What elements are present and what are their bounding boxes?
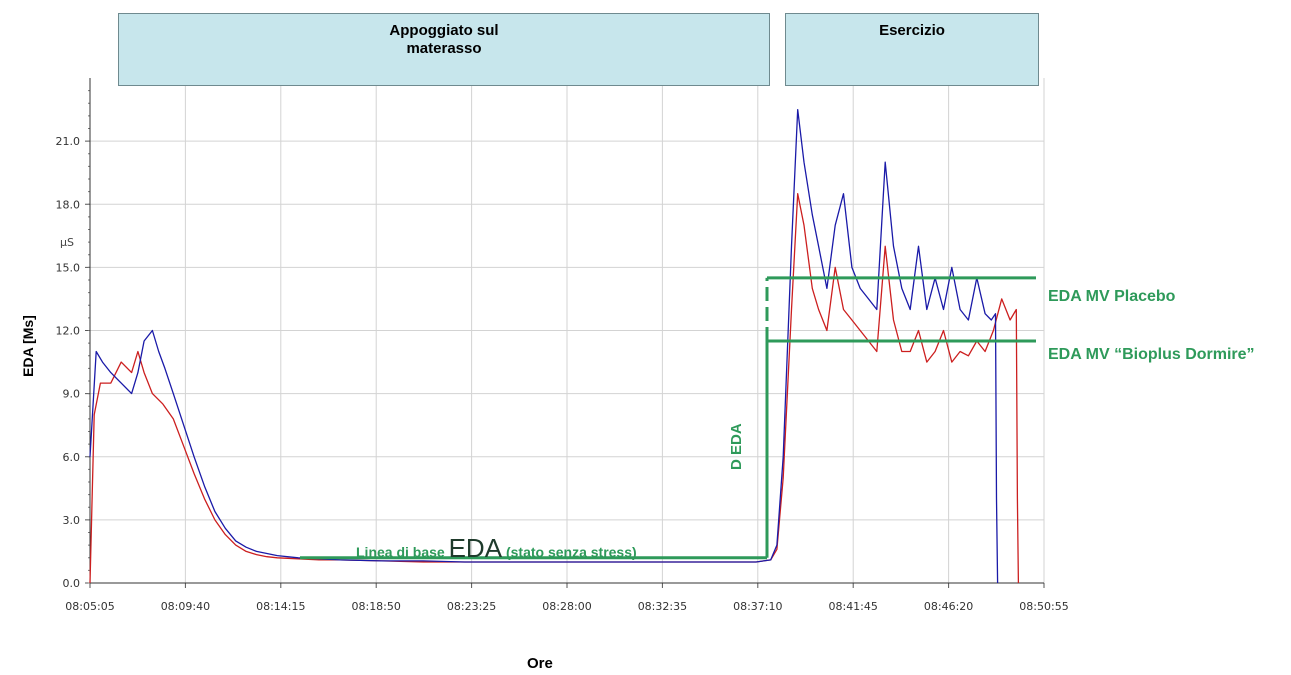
baseline-annotation-post: (stato senza stress) xyxy=(502,544,637,560)
y-tick-label: 21.0 xyxy=(56,135,81,148)
y-tick-label: 9.0 xyxy=(63,388,81,401)
x-tick-label: 08:41:45 xyxy=(828,600,877,613)
y-tick-label: 12.0 xyxy=(56,325,81,338)
series-line-red xyxy=(89,193,1020,584)
x-tick-label: 08:05:05 xyxy=(65,600,114,613)
x-tick-label: 08:32:35 xyxy=(638,600,687,613)
phase-lying-label: Appoggiato sul materasso xyxy=(118,13,770,86)
x-tick-label: 08:50:55 xyxy=(1019,600,1068,613)
x-tick-label: 08:09:40 xyxy=(161,600,210,613)
x-tick-label: 08:14:15 xyxy=(256,600,305,613)
reference-lines xyxy=(300,276,1036,560)
series-line-blue xyxy=(89,108,999,584)
bioplus-annotation: EDA MV “Bioplus Dormire” xyxy=(1048,346,1255,363)
y-tick-label: 18.0 xyxy=(56,198,81,211)
placebo-annotation: EDA MV Placebo xyxy=(1048,288,1176,305)
x-tick-label: 08:23:25 xyxy=(447,600,496,613)
x-tick-label: 08:37:10 xyxy=(733,600,782,613)
y-axis-title: EDA [Ms] xyxy=(20,315,36,377)
series-layer xyxy=(89,108,1020,584)
grid xyxy=(89,78,1045,584)
phase-exercise-label: Esercizio xyxy=(785,13,1039,86)
y-tick-label: 3.0 xyxy=(63,514,81,527)
x-tick-label: 08:18:50 xyxy=(351,600,400,613)
delta-eda-annotation: D EDA xyxy=(728,423,745,470)
y-tick-label: 15.0 xyxy=(56,261,81,274)
y-tick-label: 0.0 xyxy=(63,577,81,590)
x-tick-label: 08:28:00 xyxy=(542,600,591,613)
y-axis-unit: µS xyxy=(60,236,74,249)
y-tick-label: 6.0 xyxy=(63,451,81,464)
baseline-annotation-eda: EDA xyxy=(448,533,503,563)
baseline-annotation: Linea di base EDA (stato senza stress) xyxy=(356,533,637,564)
x-tick-label: 08:46:20 xyxy=(924,600,973,613)
baseline-annotation-pre: Linea di base xyxy=(356,544,449,560)
x-axis-title: Ore xyxy=(527,655,553,672)
axes: 08:05:05 08:09:40 08:14:15 08:18:50 08:23:25… xyxy=(56,78,1069,613)
